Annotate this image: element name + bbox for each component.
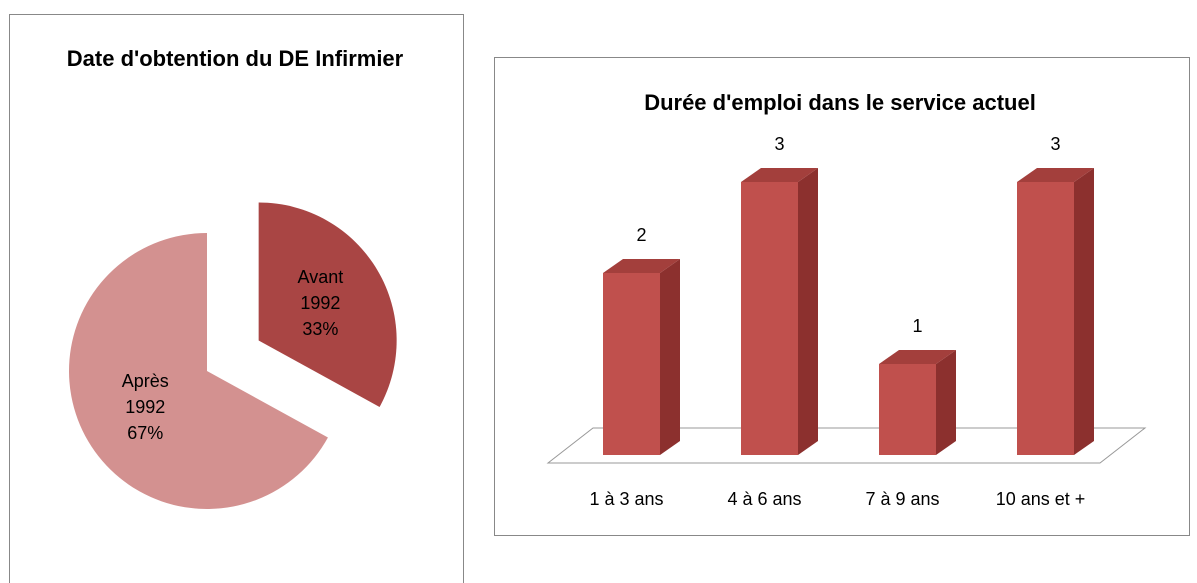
- value-label: 3: [774, 134, 784, 154]
- bar: [1017, 182, 1074, 455]
- x-tick-label: 1 à 3 ans: [589, 489, 663, 509]
- floor: [546, 427, 1147, 464]
- value-label: 1: [912, 316, 922, 336]
- slice-label: Après 1992: [121, 370, 169, 417]
- bar-top: [603, 259, 680, 273]
- bar-top: [741, 168, 818, 182]
- pie-slice: [258, 202, 397, 407]
- pie-slice: [68, 233, 328, 510]
- bar-top: [879, 350, 956, 364]
- bar-side: [1074, 168, 1094, 455]
- value-label: 2: [636, 225, 646, 245]
- pie-title: Date d'obtention du DE Infirmier: [66, 46, 404, 71]
- bar: [879, 364, 936, 455]
- bar-title: Durée d'emploi dans le service actuel: [644, 90, 1036, 115]
- x-tick-label: 7 à 9 ans: [865, 489, 939, 509]
- value-label: 3: [1050, 134, 1060, 154]
- bar-side: [798, 168, 818, 455]
- slice-value: 67%: [127, 422, 164, 443]
- bar-side: [660, 259, 680, 455]
- slice-label: Avant 1992: [297, 266, 344, 313]
- bar-top: [1017, 168, 1094, 182]
- slice-value: 33%: [302, 318, 339, 339]
- bar: [741, 182, 798, 455]
- x-tick-label: 10 ans et +: [996, 489, 1086, 509]
- x-tick-label: 4 à 6 ans: [727, 489, 801, 509]
- bar: [603, 273, 660, 455]
- bar-side: [936, 350, 956, 455]
